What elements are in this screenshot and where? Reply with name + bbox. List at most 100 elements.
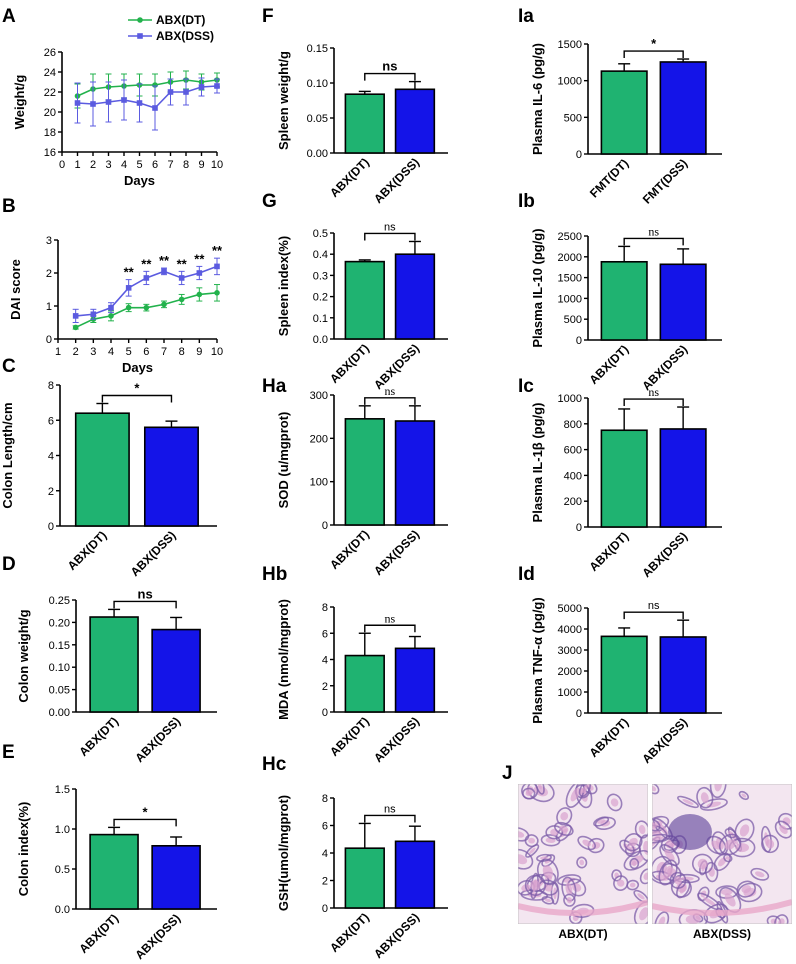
significance-bracket [364, 814, 416, 823]
data-point [178, 296, 185, 303]
y-tick-label: 1 [46, 301, 52, 313]
tissue-crypt [638, 834, 648, 862]
legend-marker [137, 17, 143, 23]
tissue-lumen [652, 785, 657, 792]
y-tick-label: 300 [310, 390, 328, 402]
x-axis-label: Days [122, 360, 153, 375]
bar-abxdt [600, 260, 648, 341]
data-point [121, 97, 127, 103]
tissue-crypt [613, 875, 629, 891]
significance-label: ns [648, 224, 659, 238]
significance-label: ns [648, 600, 660, 612]
y-tick-label: 8 [322, 793, 328, 805]
significance-label: ns [385, 611, 396, 625]
y-tick-label: 0.2 [313, 292, 328, 304]
data-point [152, 105, 158, 111]
tissue-lumen [700, 792, 709, 804]
tissue-lumen [724, 893, 736, 907]
y-tick-label: 2000 [558, 666, 582, 678]
y-tick-label: 0.20 [49, 617, 70, 629]
bar-abxdss [394, 420, 436, 526]
y-axis-label: SOD (u/mgprot) [276, 412, 291, 509]
tissue-crypt [750, 867, 770, 881]
tissue-lumen [525, 791, 532, 797]
y-tick-label: 1.5 [55, 784, 70, 796]
tissue-lumen [542, 865, 554, 879]
panel-label-e: E [2, 742, 15, 763]
y-axis-label: MDA (nmol/mgprot) [276, 599, 291, 720]
tissue-lumen [741, 885, 752, 894]
category-label: ABX(DT) [327, 714, 372, 759]
y-axis-label: Plasma IL-6 (pg/g) [530, 43, 545, 155]
category-label: ABX(DT) [327, 341, 372, 386]
y-tick-label: 500 [564, 112, 582, 124]
data-point [105, 99, 112, 105]
tissue-lumen [629, 882, 636, 888]
tissue-crypt [654, 911, 670, 924]
panel-label-d: D [2, 554, 16, 575]
y-tick-label: 0 [48, 521, 54, 533]
legend-label: ABX(DT) [156, 13, 205, 27]
tissue-lumen [724, 839, 736, 850]
data-point [178, 275, 185, 281]
series-line-abxdt [77, 79, 218, 97]
panel-label-j: J [502, 763, 513, 784]
tissue-lumen [610, 798, 619, 807]
data-point [167, 89, 174, 95]
y-tick-label: 0.0 [55, 904, 70, 916]
x-tick-label: 10 [211, 346, 223, 358]
tissue-crypt [518, 827, 530, 842]
bar-abxdt [344, 260, 385, 340]
histology-image-dss [652, 784, 792, 924]
y-tick-label: 0.25 [49, 595, 70, 607]
category-label: ABX(DSS) [639, 715, 690, 766]
tissue-crypt [677, 795, 699, 809]
data-point [74, 100, 81, 106]
tissue-crypt [633, 901, 648, 924]
tissue-lumen [739, 824, 750, 837]
category-label: ABX(DT) [76, 911, 121, 956]
tissue-crypt [587, 837, 605, 854]
tissue-lumen [680, 876, 694, 881]
bar-abxdt [344, 847, 385, 909]
panel-hc: Hc 0 2 4 6 8 GSH(umol/mgprot) ABX(DT) ABX(DSS) ns [262, 754, 448, 961]
significance-bracket [364, 232, 416, 241]
tissue-crypt [565, 784, 585, 808]
panel-label-a: A [2, 6, 16, 27]
y-axis-label: GSH(umol/mgprot) [276, 795, 291, 911]
y-tick-label: 6 [322, 821, 328, 833]
y-tick-label: 1500 [558, 273, 582, 285]
significance-label: ** [141, 256, 152, 271]
y-tick-label: 1000 [558, 76, 582, 88]
tissue-crypt [652, 818, 661, 832]
y-tick-label: 0 [46, 334, 52, 346]
x-tick-label: 8 [179, 346, 185, 358]
legend-label: ABX(DSS) [156, 29, 214, 43]
significance-label: ** [177, 256, 188, 271]
tissue-crypt [691, 853, 714, 875]
y-tick-label: 0 [322, 707, 328, 719]
tissue-crypt [669, 871, 687, 889]
y-tick-label: 6 [48, 415, 54, 427]
panel-label-f: F [262, 6, 274, 27]
tissue-lumen [530, 880, 541, 891]
tissue-lumen [632, 860, 637, 867]
panel-c: C 0 2 4 6 8 Colon Length/cm ABX(DT) ABX(DSS) * [0, 356, 217, 579]
tissue-crypt [540, 834, 561, 847]
y-tick-label: 0 [576, 522, 582, 534]
panel-label-id: Id [518, 564, 535, 585]
tissue-lumen [711, 840, 722, 850]
significance-bracket [364, 397, 416, 405]
panel-label-ic: Ic [518, 376, 534, 397]
tissue-lumen [597, 819, 606, 824]
significance-bracket [113, 600, 177, 609]
y-tick-label: 0.15 [49, 640, 70, 652]
category-label: ABX(DT) [327, 155, 372, 200]
y-tick-label: 3000 [558, 645, 582, 657]
tissue-crypt [629, 857, 640, 870]
bar-abxdss [394, 88, 436, 154]
data-point [214, 83, 220, 89]
x-axis-label: Days [124, 173, 155, 188]
tissue-crypt [639, 868, 648, 885]
y-tick-label: 0 [322, 520, 328, 532]
